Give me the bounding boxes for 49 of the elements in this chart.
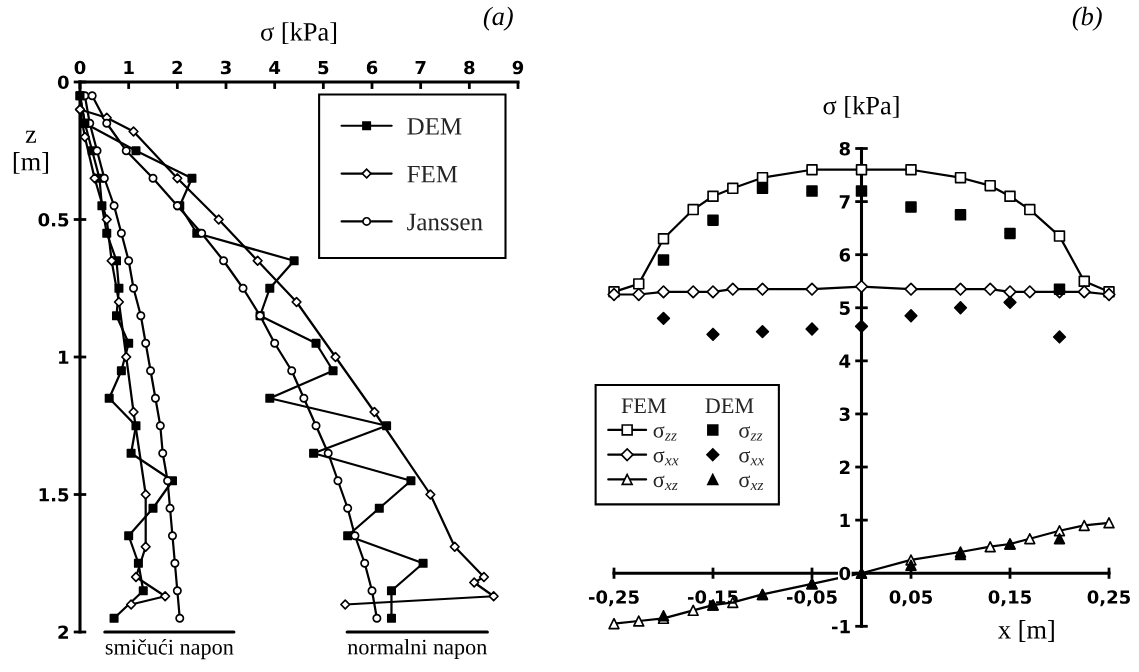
- legend-label: σ$_{zz}$: [739, 426, 763, 441]
- x-tick-label: 2: [172, 60, 183, 75]
- y-tick-label: 1: [840, 513, 850, 527]
- legend-label: σ$_{xz}$: [653, 475, 678, 491]
- legend-label: DEM: [407, 118, 462, 135]
- x-tick-label: 7: [415, 60, 426, 75]
- annotation: DEM: [705, 398, 754, 414]
- x-axis-title: x [m]: [998, 620, 1054, 642]
- y-tick-label: 2: [839, 460, 850, 474]
- x-tick-label: 0: [74, 60, 86, 75]
- x-tick-label: 1: [124, 60, 134, 75]
- y-tick-label: 0: [839, 566, 851, 581]
- y-tick-label: 0: [57, 75, 69, 90]
- x-tick-label: 9: [512, 60, 524, 75]
- y-tick-label: 5: [839, 301, 850, 315]
- y-tick-label: 3: [839, 407, 850, 422]
- y-tick-label: 1: [59, 350, 69, 364]
- x-tick-label: 5: [318, 60, 329, 75]
- y-tick-label: -1: [832, 620, 850, 634]
- x-tick-label: 0,05: [889, 590, 933, 607]
- y-axis-title: z [m]: [13, 130, 49, 174]
- y-tick-label: 2: [58, 625, 69, 639]
- x-tick-label: 3: [220, 60, 231, 75]
- legend-label: σ$_{xx}$: [653, 450, 679, 466]
- chart-title: (a): [483, 6, 513, 31]
- legend-label: FEM: [407, 165, 458, 183]
- x-tick-label: -0,05: [786, 590, 837, 607]
- x-tick-label: 8: [464, 60, 475, 75]
- x-tick-label: -0,25: [588, 590, 639, 607]
- x-tick-label: 4: [269, 60, 281, 75]
- x-tick-label: 0,15: [988, 590, 1032, 607]
- y-tick-label: 6: [839, 248, 851, 262]
- text: normalni napon: [347, 638, 487, 660]
- y-tick-label: 8: [839, 141, 850, 156]
- text: smičući napon: [105, 638, 234, 660]
- chart-title: (b): [1072, 6, 1102, 31]
- annotation: FEM: [621, 398, 667, 413]
- x-tick-label: 0,25: [1087, 590, 1131, 607]
- y-axis-title: σ [kPa]: [823, 95, 899, 118]
- y-tick-label: 4: [839, 354, 851, 368]
- x-axis-title: σ [kPa]: [261, 22, 337, 45]
- y-tick-label: 1.5: [39, 488, 69, 502]
- legend-label: Janssen: [407, 213, 483, 231]
- legend-label: σ$_{xx}$: [739, 450, 765, 466]
- legend-label: σ$_{zz}$: [653, 426, 677, 441]
- x-tick-label: 6: [366, 60, 378, 75]
- y-tick-label: 7: [839, 195, 850, 209]
- y-tick-label: 0.5: [38, 212, 69, 227]
- legend-label: σ$_{xz}$: [739, 475, 764, 491]
